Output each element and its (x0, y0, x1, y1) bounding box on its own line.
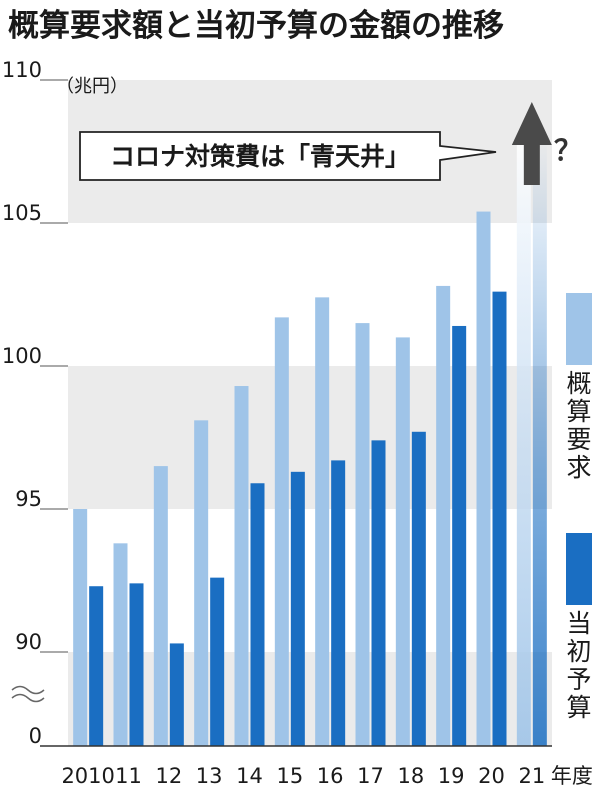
x-tick-label: 16 (317, 764, 344, 788)
question-mark: ？ (554, 134, 582, 167)
bar-request-12 (153, 466, 168, 746)
bar-request-20 (476, 211, 491, 746)
bar-budget-13 (210, 577, 225, 746)
bar-budget-16 (331, 460, 346, 746)
legend-label-budget: 当初予算 (566, 609, 591, 722)
legend-swatch-request (566, 293, 592, 365)
bar-budget-15 (290, 471, 305, 746)
legend-char: 要 (566, 425, 591, 454)
y-tick-label: 0 (29, 724, 42, 748)
x-tick-label: 20 (478, 764, 505, 788)
x-tick-label: 15 (276, 764, 303, 788)
band-1 (68, 223, 552, 366)
bar-budget-2010 (89, 586, 104, 746)
background-bands (68, 80, 552, 746)
bar-budget-11 (129, 583, 144, 746)
y-tick-label: 110 (2, 58, 42, 82)
up-arrow-icon (511, 102, 552, 185)
x-tick-label: 17 (357, 764, 384, 788)
bar-request-17 (355, 323, 370, 746)
bar-budget-18 (411, 431, 426, 746)
bar-request-19 (436, 285, 451, 746)
legend-char: 算 (566, 693, 591, 722)
legend-char: 求 (566, 453, 591, 482)
bars (73, 137, 547, 746)
x-tick-label: 14 (236, 764, 263, 788)
x-tick-label: 21 (518, 764, 545, 788)
y-tick-label: 95 (15, 487, 42, 511)
legend-char: 初 (566, 637, 591, 666)
bar-request-2010 (73, 509, 88, 746)
band-3 (68, 509, 552, 652)
callout-text: コロナ対策費は「青天井」 (110, 142, 410, 171)
bar-request-14 (234, 386, 249, 746)
break-squiggle (11, 693, 45, 703)
axis-break-icon (11, 685, 45, 703)
chart-title: 概算要求額と当初予算の金額の推移 (8, 8, 504, 44)
bar-request-16 (315, 297, 330, 746)
band-break (68, 652, 552, 746)
bar-budget-20 (492, 291, 507, 746)
bar-budget-17 (371, 440, 386, 746)
legend-char: 予 (566, 665, 591, 694)
x-tick-label: 18 (397, 764, 424, 788)
annotations: コロナ対策費は「青天井」 ？ (79, 102, 582, 185)
bar-budget-12 (169, 643, 184, 746)
x-tick-label: 12 (155, 764, 182, 788)
x-tick-label: 13 (196, 764, 223, 788)
x-tick-label: 19 (438, 764, 465, 788)
bar-request-15 (274, 317, 289, 746)
bar-request-11 (113, 543, 128, 746)
band-2 (68, 366, 552, 509)
bar-budget-19 (452, 325, 467, 746)
break-squiggle (11, 685, 45, 695)
legend-char: 算 (566, 397, 591, 426)
x-axis-suffix: 年度 (551, 764, 593, 788)
legend-char: 当 (566, 609, 591, 638)
y-tick-label: 105 (2, 201, 42, 225)
x-tick-label: 11 (115, 764, 142, 788)
bar-budget-14 (250, 483, 265, 746)
legend-label-request: 概算要求 (566, 369, 591, 482)
bar-request-18 (395, 337, 410, 746)
axes: 110 105 100 95 90 0 （兆円） 2010 11 12 13 14 15 16 17 18 19… (2, 58, 593, 788)
bar-request-13 (194, 420, 209, 746)
bar-budget-undetermined (532, 137, 547, 746)
callout-box (79, 131, 497, 181)
x-tick-label: 2010 (61, 764, 114, 788)
bar-request-undetermined (516, 137, 531, 746)
callout: コロナ対策費は「青天井」 (79, 131, 497, 181)
legend-char: 概 (566, 369, 591, 398)
legend-swatch-budget (566, 533, 592, 605)
y-tick-label: 90 (15, 630, 42, 654)
y-unit-label: （兆円） (56, 76, 128, 97)
y-tick-label: 100 (2, 344, 42, 368)
